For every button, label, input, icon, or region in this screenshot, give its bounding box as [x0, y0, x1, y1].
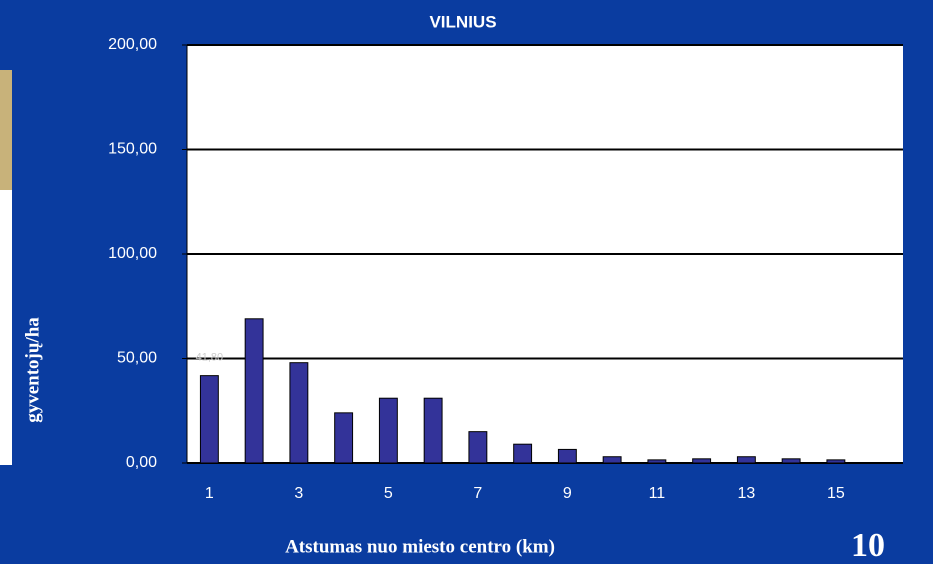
bar [781, 458, 801, 464]
bar [692, 458, 712, 464]
image-fragment [0, 190, 12, 465]
y-tick-label: 150,00 [108, 141, 157, 158]
bar [289, 362, 309, 464]
bar [468, 431, 488, 464]
x-tick-label: 1 [205, 485, 214, 502]
bar [199, 375, 219, 464]
bar [334, 412, 354, 464]
x-tick-label: 15 [827, 485, 845, 502]
bar [244, 318, 264, 464]
y-tick-label: 0,00 [126, 454, 157, 471]
bar [513, 443, 533, 464]
data-label: 41,80 [196, 352, 224, 364]
x-axis-label: Atstumas nuo miesto centro (km) [285, 536, 555, 557]
y-axis-label: gyventojų/ha [22, 317, 43, 423]
bar [647, 459, 667, 464]
bar [602, 456, 622, 464]
y-tick-label: 200,00 [108, 36, 157, 53]
x-tick-label: 5 [384, 485, 393, 502]
bar [826, 459, 846, 464]
bar [423, 397, 443, 464]
x-tick-label: 3 [294, 485, 303, 502]
chart-title: VILNIUS [429, 12, 496, 31]
x-tick-label: 7 [473, 485, 482, 502]
x-tick-label: 13 [737, 485, 755, 502]
page-number: 10 [851, 527, 885, 564]
image-fragment [0, 70, 12, 190]
bar [736, 456, 756, 464]
bar [378, 397, 398, 464]
bar [557, 448, 577, 464]
y-tick-label: 100,00 [108, 245, 157, 262]
x-tick-label: 11 [649, 485, 666, 502]
y-tick-label: 50,00 [117, 350, 157, 367]
x-tick-label: 9 [563, 485, 572, 502]
